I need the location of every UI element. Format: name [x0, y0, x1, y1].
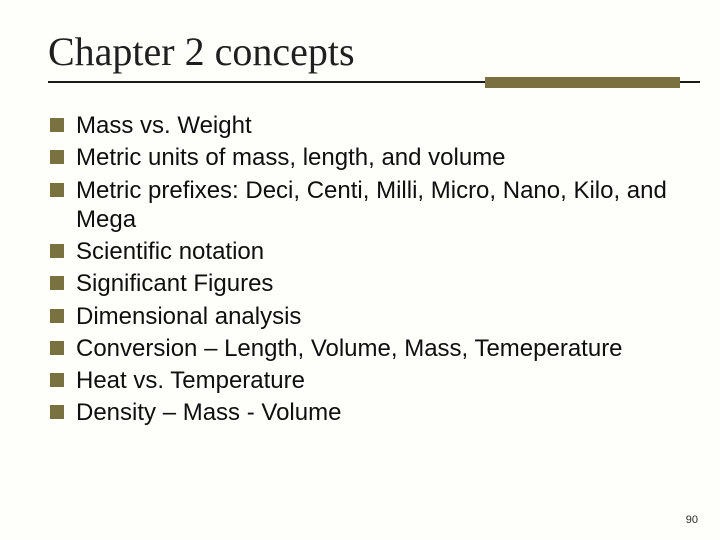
bullet-text: Density – Mass - Volume: [76, 399, 341, 426]
bullet-text: Heat vs. Temperature: [76, 367, 305, 394]
list-item: Conversion – Length, Volume, Mass, Temep…: [48, 334, 700, 363]
bullet-square-icon: [50, 373, 64, 387]
bullet-text: Metric prefixes: Deci, Centi, Milli, Mic…: [76, 177, 667, 233]
bullet-square-icon: [50, 183, 64, 197]
bullet-text: Metric units of mass, length, and volume: [76, 144, 506, 171]
list-item: Dimensional analysis: [48, 302, 700, 331]
list-item: Significant Figures: [48, 269, 700, 298]
bullet-text: Dimensional analysis: [76, 303, 301, 330]
bullet-list: Mass vs. Weight Metric units of mass, le…: [48, 111, 700, 428]
bullet-text: Significant Figures: [76, 270, 273, 297]
bullet-square-icon: [50, 276, 64, 290]
bullet-square-icon: [50, 405, 64, 419]
bullet-text: Scientific notation: [76, 238, 264, 265]
list-item: Scientific notation: [48, 237, 700, 266]
title-area: Chapter 2 concepts: [48, 28, 700, 83]
list-item: Heat vs. Temperature: [48, 366, 700, 395]
list-item: Mass vs. Weight: [48, 111, 700, 140]
bullet-square-icon: [50, 309, 64, 323]
bullet-text: Mass vs. Weight: [76, 112, 252, 139]
slide-container: Chapter 2 concepts Mass vs. Weight Metri…: [0, 0, 720, 540]
list-item: Density – Mass - Volume: [48, 398, 700, 427]
bullet-square-icon: [50, 341, 64, 355]
bullet-square-icon: [50, 244, 64, 258]
list-item: Metric prefixes: Deci, Centi, Milli, Mic…: [48, 176, 700, 235]
bullet-text: Conversion – Length, Volume, Mass, Temep…: [76, 335, 623, 362]
slide-title: Chapter 2 concepts: [48, 28, 700, 83]
bullet-square-icon: [50, 118, 64, 132]
bullet-square-icon: [50, 150, 64, 164]
page-number: 90: [686, 514, 698, 526]
list-item: Metric units of mass, length, and volume: [48, 143, 700, 172]
title-accent-bar: [485, 77, 680, 88]
